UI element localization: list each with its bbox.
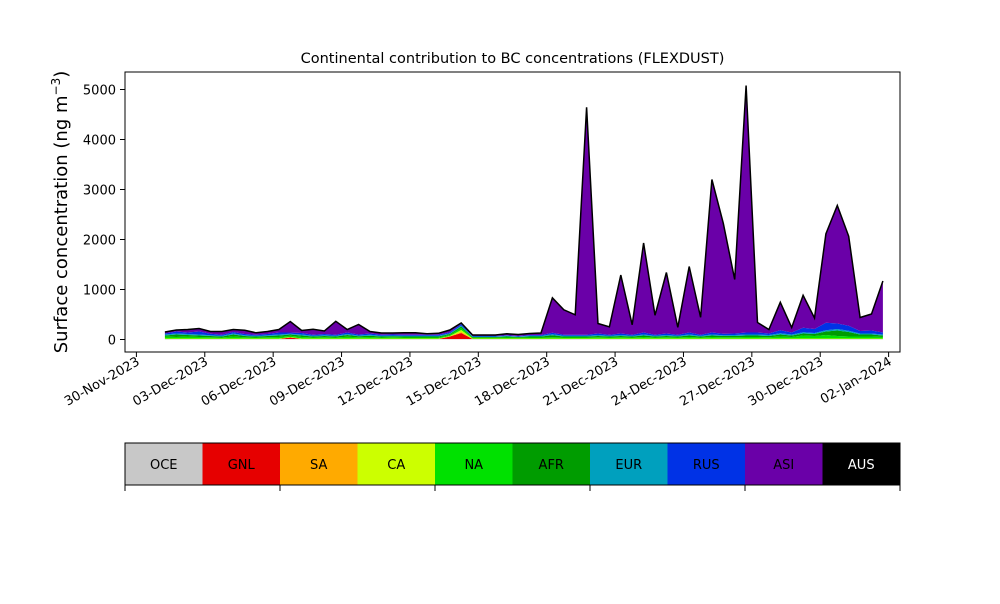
legend-label-asi: ASI	[773, 458, 794, 473]
chart-title: Continental contribution to BC concentra…	[301, 51, 725, 67]
total-outline-line	[164, 85, 884, 336]
area-aus	[164, 85, 883, 335]
x-tick-label: 06-Dec-2023	[199, 354, 279, 409]
x-tick-label: 21-Dec-2023	[541, 354, 621, 409]
plot-frame	[124, 71, 901, 353]
x-tick-label: 30-Dec-2023	[746, 354, 826, 409]
legend-label-sa: SA	[310, 458, 327, 473]
y-tick-label: 5000	[83, 84, 116, 99]
stacked-areas	[164, 85, 883, 340]
y-tick-label: 3000	[83, 184, 116, 199]
legend-swatch-na	[435, 443, 513, 485]
legend-swatch-asi	[745, 443, 823, 485]
x-tick-label: 12-Dec-2023	[336, 354, 416, 409]
y-axis: 0 1000 2000 3000 4000 5000	[83, 84, 125, 349]
x-tick-label: 15-Dec-2023	[404, 354, 484, 409]
legend-label-na: NA	[464, 458, 483, 473]
legend-swatch-ca	[357, 443, 435, 485]
y-tick-label: 2000	[83, 234, 116, 249]
legend-label-oce: OCE	[150, 458, 178, 473]
legend-label-afr: AFR	[539, 458, 564, 473]
legend-frame	[124, 442, 901, 486]
legend-swatch-rus	[667, 443, 745, 485]
legend-swatch-gnl	[202, 443, 280, 485]
x-tick-label: 30-Nov-2023	[62, 354, 142, 409]
y-axis-label: Surface concentration (ng m−3)	[49, 71, 72, 354]
area-na	[164, 328, 883, 339]
x-axis: 30-Nov-202303-Dec-202306-Dec-202309-Dec-…	[62, 352, 895, 410]
y-axis-label-end: )	[51, 71, 72, 78]
area-oce	[164, 339, 883, 340]
legend-label-aus: AUS	[848, 458, 875, 473]
y-axis-label-main: Surface concentration (ng m	[51, 95, 72, 353]
legend-label-ca: CA	[387, 458, 405, 473]
x-tick-label: 24-Dec-2023	[609, 354, 689, 409]
area-rus	[164, 322, 883, 337]
color-legend-bar: OCE GNL SA CA NA AFR EUR RUS ASI AUS	[124, 442, 901, 491]
x-tick-label: 03-Dec-2023	[130, 354, 210, 409]
y-tick-label: 1000	[83, 284, 116, 299]
x-tick-label: 02-Jan-2024	[818, 354, 895, 407]
legend-swatch-sa	[280, 443, 358, 485]
x-tick-label: 09-Dec-2023	[267, 354, 347, 409]
x-tick-label: 18-Dec-2023	[472, 354, 552, 409]
legend-label-gnl: GNL	[228, 458, 256, 473]
legend-swatch-aus	[822, 443, 900, 485]
area-asi	[164, 85, 883, 336]
y-tick-label: 0	[108, 334, 116, 349]
legend-swatch-afr	[512, 443, 590, 485]
x-tick-label: 27-Dec-2023	[677, 354, 757, 409]
y-axis-label-sup: −3	[49, 78, 63, 96]
legend-swatch-oce	[125, 443, 203, 485]
legend-label-rus: RUS	[693, 458, 720, 473]
y-tick-label: 4000	[83, 134, 116, 149]
legend-label-eur: EUR	[615, 458, 642, 473]
legend-swatch-eur	[590, 443, 668, 485]
area-afr	[164, 326, 883, 338]
